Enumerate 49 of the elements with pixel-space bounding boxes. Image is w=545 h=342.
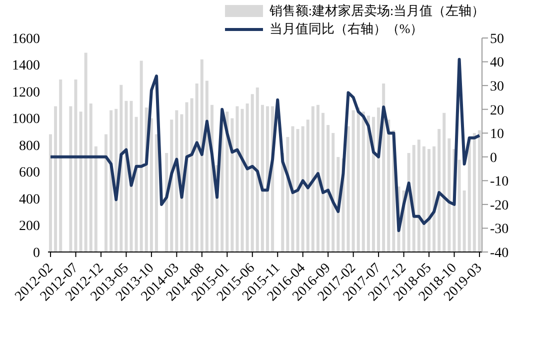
bar — [346, 126, 350, 252]
bar — [175, 110, 178, 252]
y-tick-label: 600 — [19, 166, 40, 181]
bar — [124, 100, 128, 252]
bar — [427, 149, 430, 252]
bar — [150, 118, 153, 252]
bar — [432, 146, 436, 252]
y-tick-label: 200 — [19, 219, 40, 234]
y2-tick-label: 10 — [490, 127, 504, 142]
bar — [442, 112, 446, 252]
y-tick-label: 400 — [19, 192, 40, 208]
y2-tick-label: -40 — [490, 246, 509, 261]
bar — [316, 104, 320, 252]
bar — [478, 130, 481, 252]
bar — [104, 134, 108, 252]
bar — [170, 120, 174, 252]
bar — [154, 134, 158, 252]
y-tick-label: 800 — [19, 138, 40, 154]
y-tick-label: 1600 — [12, 32, 40, 47]
line-series — [49, 58, 481, 232]
y2-tick-label: 20 — [490, 103, 504, 118]
bar — [59, 79, 62, 252]
bar — [322, 112, 325, 252]
bar — [185, 102, 188, 252]
bar — [332, 132, 335, 252]
bar — [412, 145, 416, 252]
y2-tick-label: 40 — [490, 56, 504, 71]
y2-tick-label: -10 — [490, 174, 509, 190]
bar — [372, 116, 375, 252]
y-tick-label: 1400 — [12, 58, 40, 74]
bar — [49, 134, 52, 252]
y-tick-label: 0 — [33, 246, 40, 261]
bar — [266, 106, 269, 252]
bar — [286, 136, 290, 252]
bar — [458, 160, 461, 252]
y2-tick-label: -30 — [490, 222, 509, 238]
bar — [366, 116, 370, 252]
legend-label: 当月值同比（右轴）（%） — [269, 20, 424, 38]
legend-label: 销售额:建材家居卖场:当月值（左轴） — [269, 2, 485, 20]
y2-tick-label: 30 — [490, 80, 504, 95]
y-tick-label: 1200 — [12, 85, 40, 100]
bar — [165, 153, 168, 252]
y2-tick-label: -20 — [490, 198, 509, 214]
bar — [226, 112, 229, 252]
y2-tick-label: 50 — [490, 32, 504, 47]
y-tick-label: 1000 — [12, 112, 40, 128]
y2-tick-label: 0 — [490, 150, 497, 166]
bar — [140, 60, 143, 252]
bar — [200, 59, 204, 252]
